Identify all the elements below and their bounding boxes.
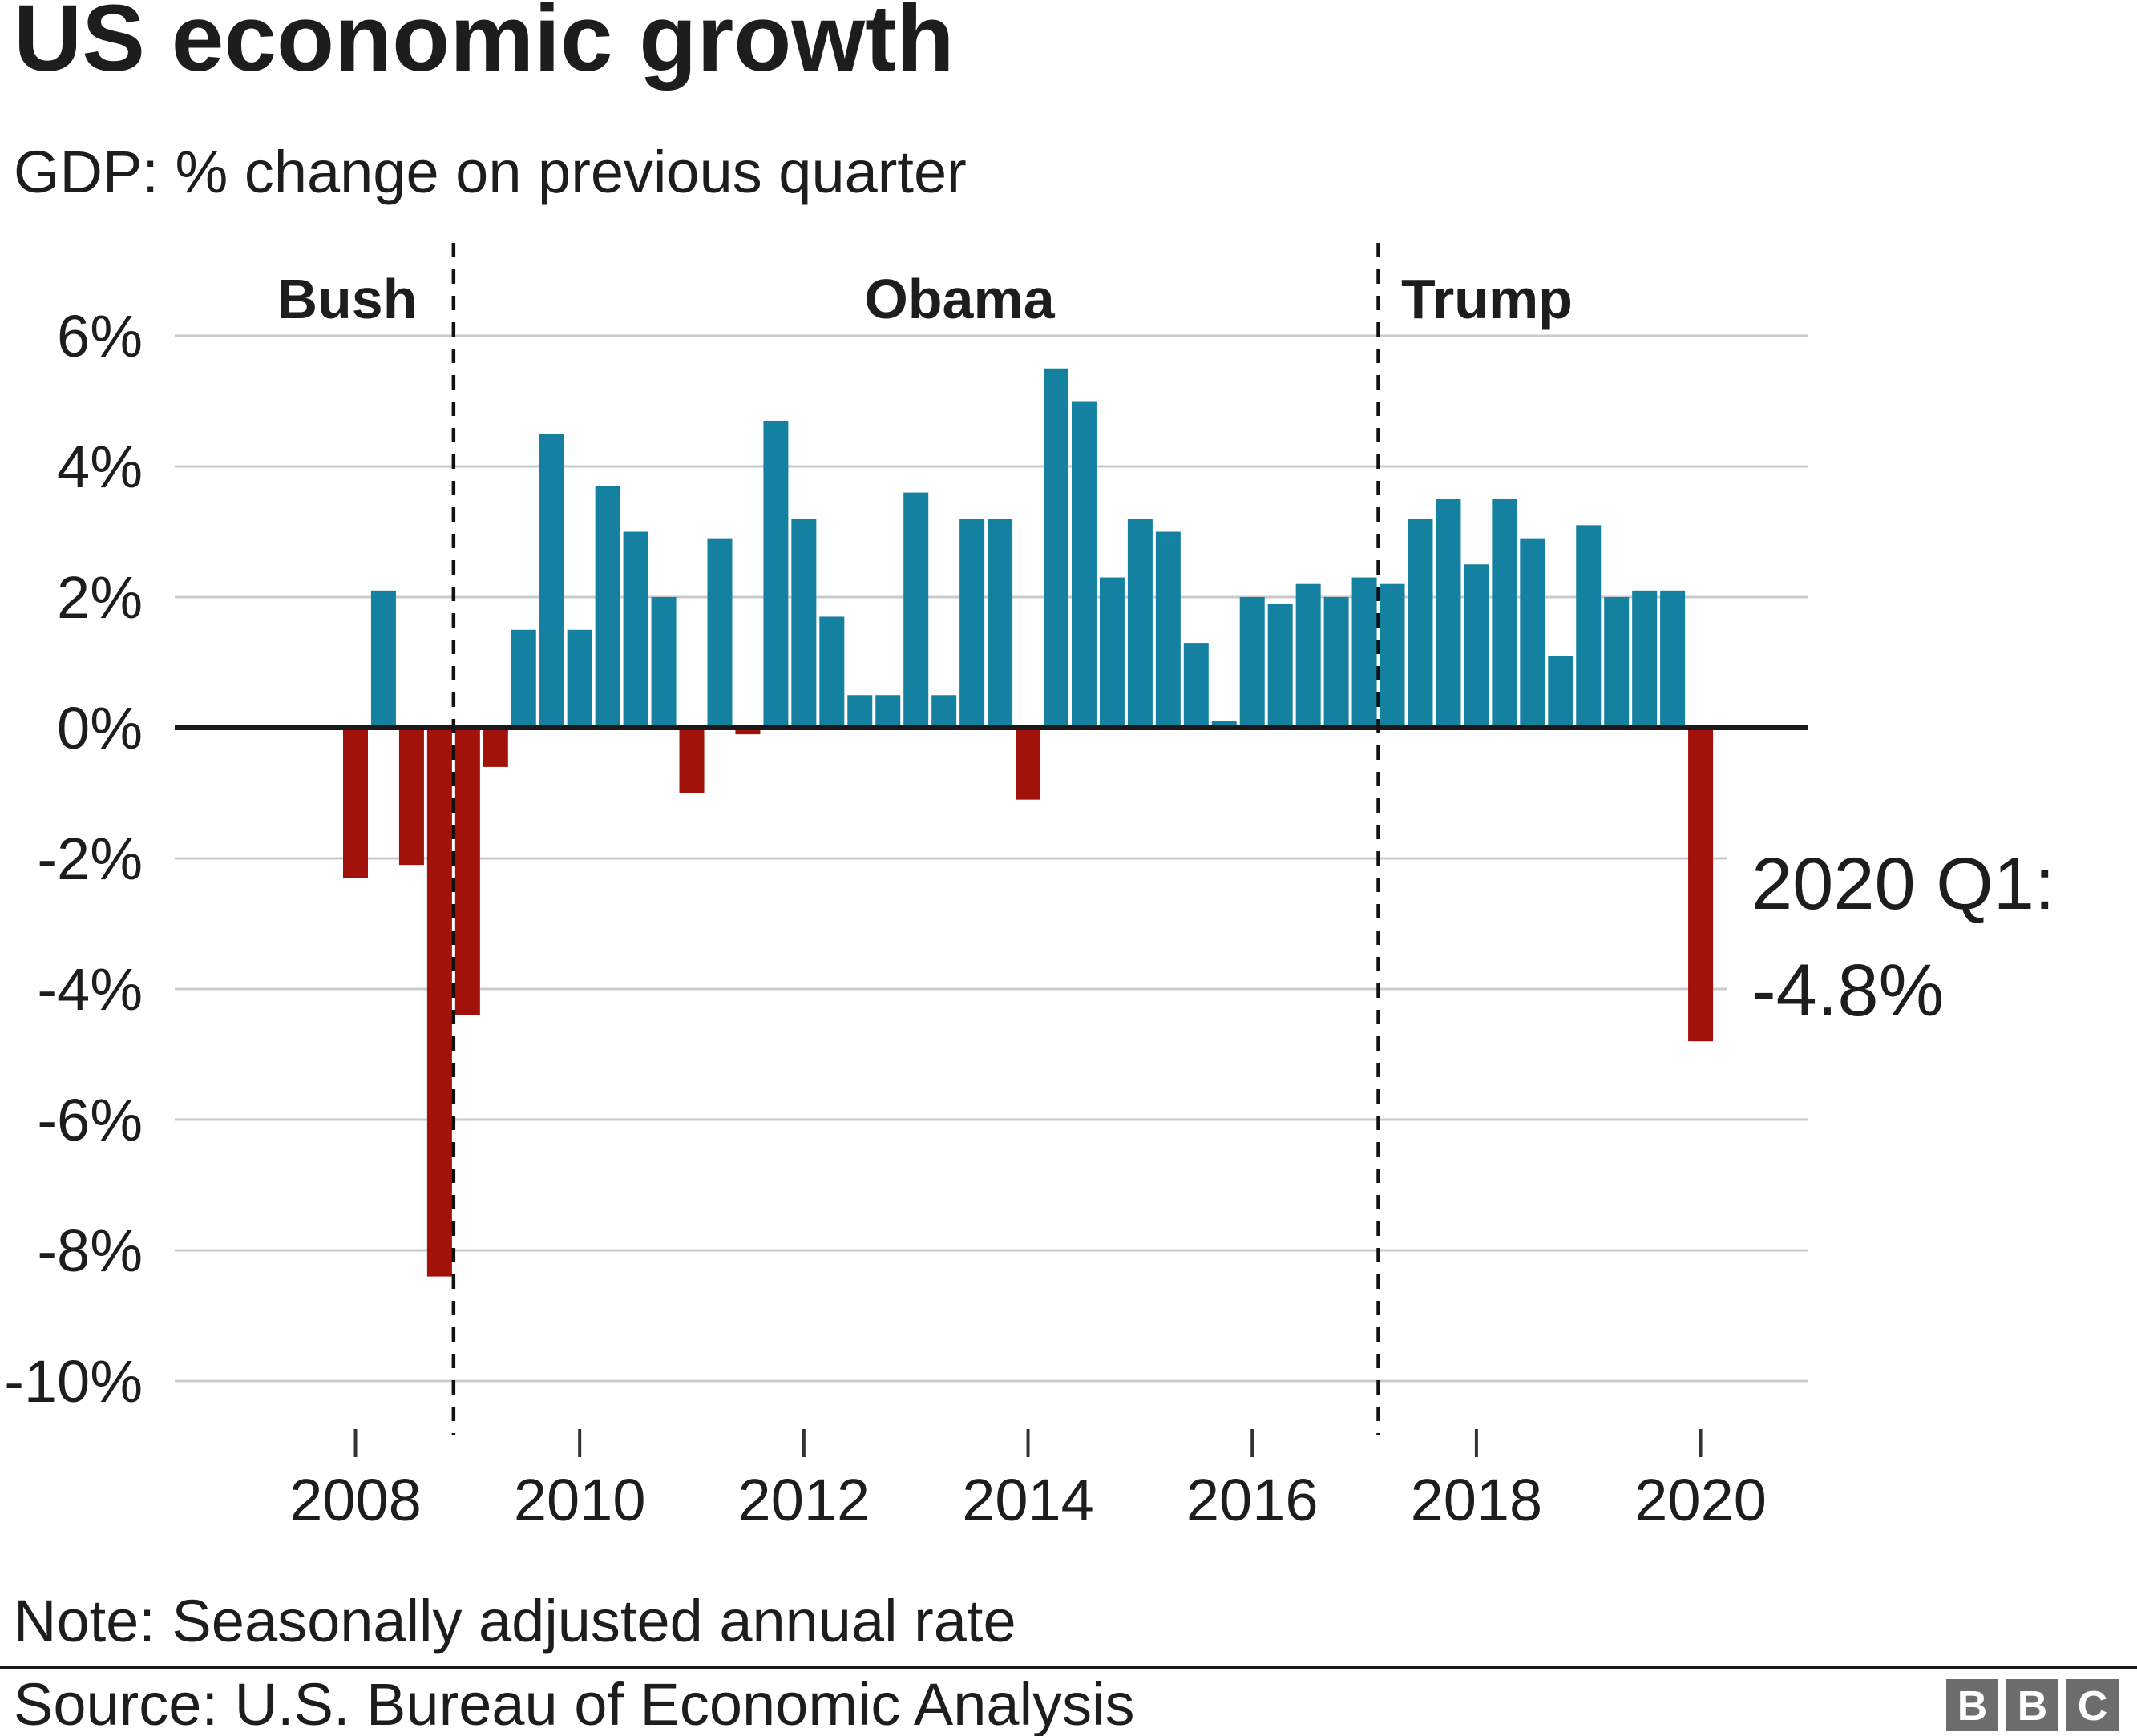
bar-2011-q2 bbox=[707, 538, 733, 728]
bbc-logo-letter: B bbox=[1957, 1683, 1988, 1730]
bar-layer bbox=[343, 368, 1714, 1277]
bar-2012-q4 bbox=[875, 695, 901, 728]
annotation-line1: 2020 Q1: bbox=[1751, 843, 2055, 925]
bar-2016-q4 bbox=[1323, 597, 1349, 728]
bbc-logo: B B C bbox=[1946, 1679, 2119, 1731]
bar-2010-q3 bbox=[623, 531, 648, 728]
bar-2014-q3 bbox=[1071, 401, 1097, 728]
x-axis-label-2012: 2012 bbox=[738, 1467, 871, 1533]
bar-2012-q1 bbox=[791, 519, 817, 728]
bar-2017-q2 bbox=[1380, 583, 1405, 728]
bar-2009-q3 bbox=[511, 629, 536, 728]
bar-2012-q3 bbox=[847, 695, 873, 728]
y-axis-label: -4% bbox=[37, 956, 143, 1023]
y-axis-label: 4% bbox=[57, 434, 143, 500]
bar-2009-q4 bbox=[539, 434, 564, 728]
bar-2013-q1 bbox=[903, 492, 929, 728]
bar-2011-q3 bbox=[735, 728, 761, 735]
axis-label-layer: 6% 4% 2% 0% -2% -4% -6% -8% -10% 2008 2010 2012 2014… bbox=[4, 303, 1767, 1533]
y-axis-label: 2% bbox=[57, 564, 143, 631]
bar-2013-q4 bbox=[988, 519, 1013, 728]
bar-2014-q4 bbox=[1099, 577, 1125, 728]
x-axis-label-2008: 2008 bbox=[289, 1467, 422, 1533]
y-axis-label: -6% bbox=[37, 1087, 143, 1153]
y-axis-label: 6% bbox=[57, 303, 143, 369]
bbc-logo-letter: B bbox=[2018, 1683, 2048, 1730]
chart-note: Note: Seasonally adjusted annual rate bbox=[14, 1588, 1016, 1654]
bar-2009-q1 bbox=[454, 728, 480, 1015]
bbc-logo-square bbox=[2006, 1679, 2058, 1731]
bar-2018-q1 bbox=[1464, 564, 1489, 728]
y-axis-label: -8% bbox=[37, 1217, 143, 1284]
bar-2015-q2 bbox=[1155, 531, 1181, 728]
president-divider-layer: Bush Obama Trump bbox=[277, 243, 1573, 1435]
bar-2019-q2 bbox=[1604, 597, 1630, 728]
bar-2015-q1 bbox=[1127, 519, 1153, 728]
y-axis-label: 0% bbox=[57, 695, 143, 761]
bar-2013-q3 bbox=[959, 519, 985, 728]
bar-2015-q4 bbox=[1211, 721, 1237, 728]
bar-2020-q1 bbox=[1688, 728, 1714, 1042]
bbc-logo-letter: C bbox=[2078, 1683, 2108, 1730]
bar-2017-q4 bbox=[1436, 499, 1461, 728]
bar-2011-q1 bbox=[679, 728, 705, 793]
bar-2018-q4 bbox=[1548, 656, 1573, 728]
bar-2016-q2 bbox=[1267, 604, 1293, 728]
president-label-bush: Bush bbox=[277, 268, 418, 330]
chart-subtitle: GDP: % change on previous quarter bbox=[14, 139, 967, 205]
bbc-logo-square bbox=[1946, 1679, 1998, 1731]
chart-source: Source: U.S. Bureau of Economic Analysis bbox=[14, 1671, 1134, 1736]
bar-2016-q3 bbox=[1295, 583, 1321, 728]
bar-2010-q1 bbox=[567, 629, 592, 728]
bar-2010-q4 bbox=[651, 597, 677, 728]
annotation-2020q1: 2020 Q1: -4.8% bbox=[1751, 843, 2055, 1032]
annotation-line2: -4.8% bbox=[1751, 950, 1944, 1032]
bbc-logo-square bbox=[2066, 1679, 2119, 1731]
x-axis-label-2010: 2010 bbox=[514, 1467, 646, 1533]
bar-2008-q1 bbox=[343, 728, 368, 878]
bar-2014-q2 bbox=[1044, 368, 1068, 728]
bar-2008-q4 bbox=[426, 728, 452, 1277]
page-title: US economic growth bbox=[14, 0, 955, 91]
bar-2017-q3 bbox=[1408, 519, 1433, 728]
bar-2012-q2 bbox=[819, 616, 845, 728]
bar-2018-q3 bbox=[1520, 538, 1545, 728]
bar-2014-q1 bbox=[1016, 728, 1041, 800]
bar-2018-q2 bbox=[1492, 499, 1517, 728]
bar-2016-q1 bbox=[1239, 597, 1265, 728]
bar-2009-q2 bbox=[483, 728, 508, 767]
bar-2013-q2 bbox=[931, 695, 957, 728]
bar-2019-q3 bbox=[1632, 590, 1658, 728]
president-label-obama: Obama bbox=[864, 268, 1055, 330]
bar-2011-q4 bbox=[763, 420, 789, 728]
bar-2008-q2 bbox=[370, 590, 396, 728]
bar-2017-q1 bbox=[1351, 577, 1377, 728]
x-axis-label-2016: 2016 bbox=[1186, 1467, 1319, 1533]
bar-2010-q2 bbox=[595, 486, 620, 728]
x-axis-label-2018: 2018 bbox=[1411, 1467, 1543, 1533]
president-label-trump: Trump bbox=[1401, 268, 1573, 330]
bar-2008-q3 bbox=[398, 728, 424, 866]
y-axis-label: -2% bbox=[37, 826, 143, 892]
bar-2019-q4 bbox=[1660, 590, 1686, 728]
x-axis-label-2020: 2020 bbox=[1634, 1467, 1767, 1533]
y-axis-label: -10% bbox=[4, 1348, 143, 1415]
bar-2019-q1 bbox=[1576, 525, 1602, 728]
x-axis-label-2014: 2014 bbox=[962, 1467, 1094, 1533]
bar-2015-q3 bbox=[1183, 643, 1209, 728]
